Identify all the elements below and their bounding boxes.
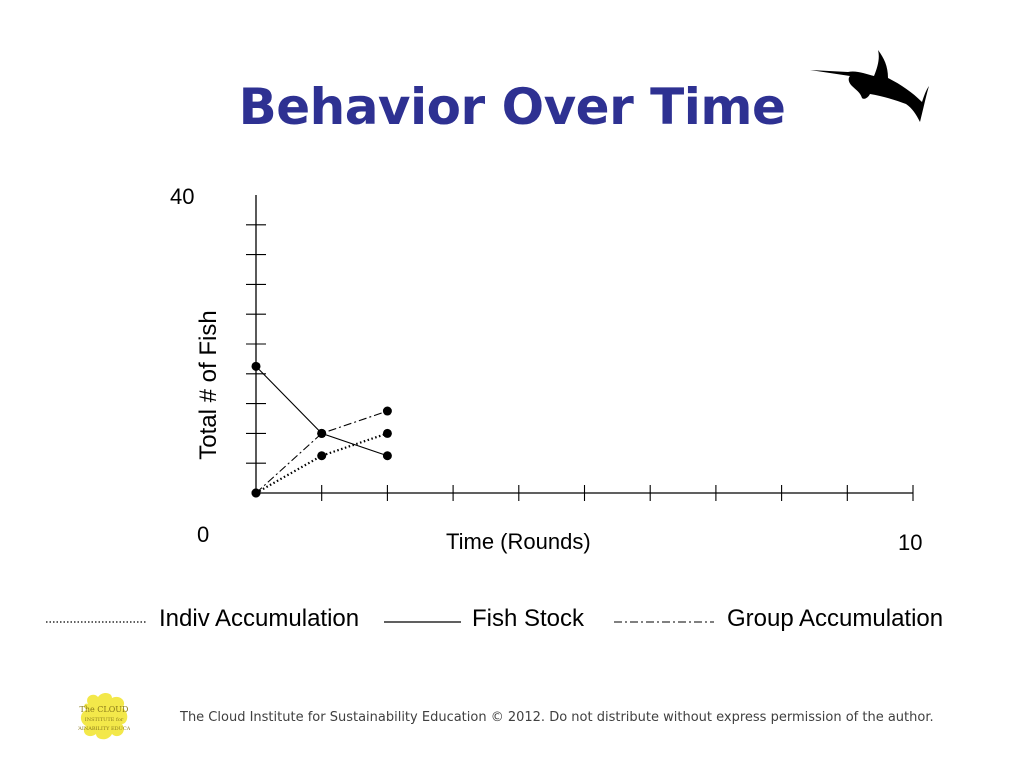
legend-label-indiv: Indiv Accumulation bbox=[159, 605, 360, 632]
x-tick-label-max: 10 bbox=[898, 530, 923, 555]
legend-label-group: Group Accumulation bbox=[727, 605, 944, 632]
data-point-series-2 bbox=[317, 428, 327, 438]
y-tick-label-max: 40 bbox=[170, 184, 195, 209]
chart-area bbox=[246, 195, 914, 501]
x-axis-label: Time (Rounds) bbox=[446, 529, 591, 554]
series-line-0 bbox=[255, 432, 388, 494]
data-point-series-2 bbox=[251, 488, 261, 498]
legend-label-fish-stock: Fish Stock bbox=[472, 605, 585, 632]
data-point-series-0 bbox=[317, 451, 327, 461]
footer-copyright: The Cloud Institute for Sustainability E… bbox=[180, 710, 934, 725]
y-tick-label-min: 0 bbox=[197, 522, 210, 547]
data-point-series-1 bbox=[251, 361, 261, 371]
slide-title: Behavior Over Time bbox=[238, 78, 786, 136]
data-point-series-2 bbox=[382, 406, 392, 416]
data-point-series-0 bbox=[382, 428, 392, 438]
data-point-series-1 bbox=[382, 451, 392, 461]
swordfish-icon bbox=[810, 50, 929, 122]
series-line-2 bbox=[255, 410, 388, 494]
